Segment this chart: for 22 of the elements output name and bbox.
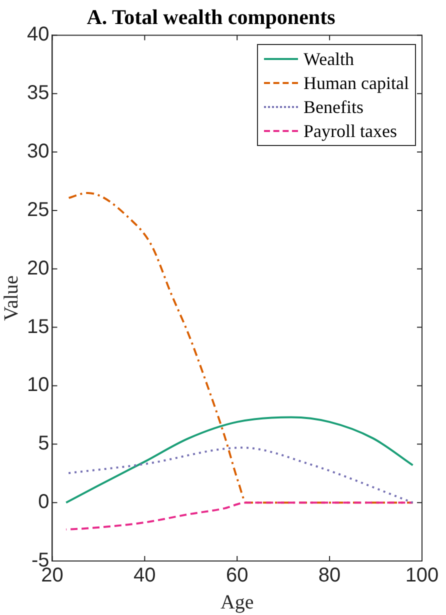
y-tick-label: 20 xyxy=(26,257,50,280)
legend-label: Benefits xyxy=(304,96,364,119)
chart-title: A. Total wealth components xyxy=(86,5,336,30)
y-tick-label: 35 xyxy=(26,82,50,104)
y-tick-label: 10 xyxy=(26,374,50,396)
y-axis-title: Value xyxy=(0,275,22,321)
y-tick-label: 25 xyxy=(26,198,50,221)
legend-label: Wealth xyxy=(304,48,354,71)
x-tick-label: 60 xyxy=(226,564,248,587)
line-series xyxy=(65,502,414,530)
y-tick-label: 15 xyxy=(26,316,50,338)
y-tick-label: 5 xyxy=(38,432,50,455)
y-tick-label: 0 xyxy=(38,491,50,514)
x-tick-label: 100 xyxy=(405,564,439,587)
x-tick-label: 40 xyxy=(134,564,156,587)
x-axis-title: Age xyxy=(220,591,254,614)
line-series xyxy=(65,416,414,504)
x-tick-label: 80 xyxy=(318,564,341,587)
y-tick-label: 40 xyxy=(26,24,50,46)
legend-label: Human capital xyxy=(304,72,409,95)
legend-label: Payroll taxes xyxy=(304,120,398,143)
y-tick-label: 30 xyxy=(26,140,50,163)
